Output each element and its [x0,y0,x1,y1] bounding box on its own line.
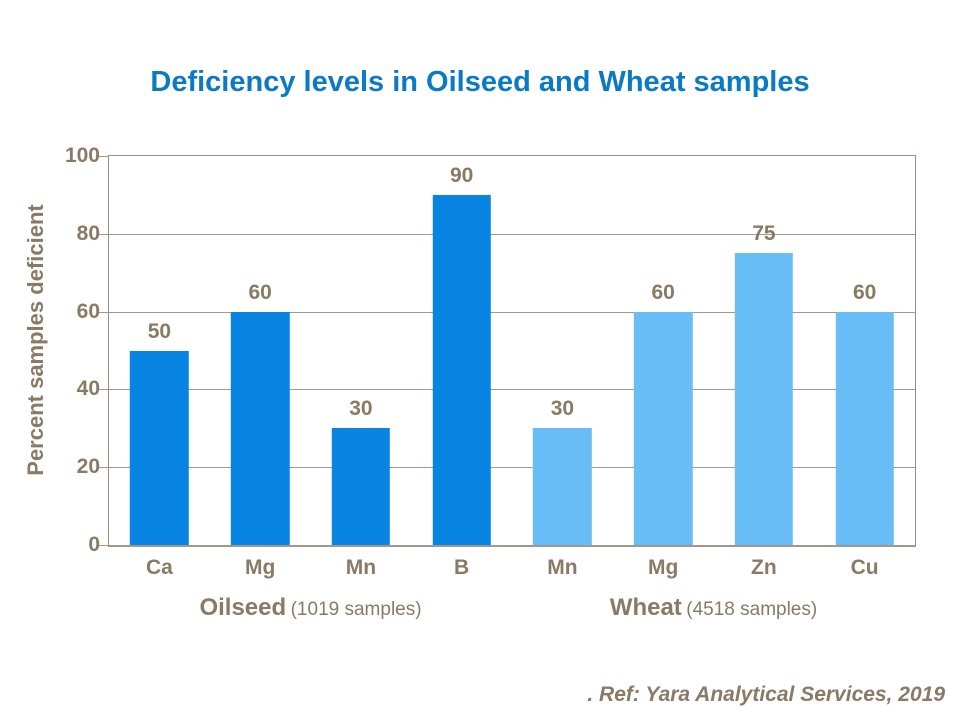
gridline-60 [109,311,915,313]
category-label-2-mg: Mg [244,556,276,579]
group-labels-row: Oilseed (1019 samples) Wheat (4518 sampl… [109,594,915,622]
y-axis-title: Percent samples deficient [23,204,48,476]
y-tick-label-80: 80 [76,221,100,245]
y-tick-mark-20 [98,467,109,469]
y-tick-label-0: 0 [88,533,100,556]
category-label-5-mn: Mn [547,556,578,579]
bar-3-mn [331,428,391,545]
bar-5-mn [533,428,592,545]
bar-7-zn [734,253,794,545]
bar-slot-7-zn: 75 [714,156,815,545]
bar-8-cu [835,311,894,545]
bar-6-mg [633,311,693,545]
plot-area: 0 20 40 60 80 100 50 60 30 90 30 60 75 60 Ca Mg Mn B Mn M… [65,145,916,621]
bar-value-label-7: 75 [752,222,776,246]
x-axis-category-labels: Ca Mg Mn B Mn Mg Zn Cu [109,556,915,580]
y-tick-mark-60 [98,311,109,313]
category-label-8-cu: Cu [850,556,879,579]
bar-slot-6-mg: 60 [613,156,714,545]
wheat-sample-count: (4518 samples) [686,599,818,620]
y-tick-mark-0 [98,545,109,546]
bar-1-ca [130,350,189,545]
category-label-4-b: B [454,556,470,579]
group-label-oilseed: Oilseed (1019 samples) [109,594,512,622]
y-tick-mark-40 [98,389,109,391]
bar-slot-2-mg: 60 [210,156,311,545]
y-tick-label-100: 100 [64,144,100,167]
y-tick-label-40: 40 [76,377,100,401]
bars: 50 60 30 90 30 60 75 60 [109,156,915,545]
y-tick-label-20: 20 [76,455,100,479]
category-label-6-mg: Mg [647,556,679,579]
oilseed-group-name: Oilseed [199,594,287,621]
bar-value-label-3: 30 [349,397,373,421]
gridline-80 [109,233,915,235]
category-label-7-zn: Zn [751,556,777,579]
reference-text: . Ref: Yara Analytical Services, 2019 [587,683,945,706]
bar-slot-4-b: 90 [411,156,512,545]
bar-value-label-6: 60 [651,280,675,304]
bar-value-label-2: 60 [248,280,272,304]
gridline-40 [109,389,915,391]
wheat-group-name: Wheat [609,594,682,621]
category-label-1-ca: Ca [145,556,173,579]
y-tick-label-60: 60 [76,299,100,323]
category-label-3-mn: Mn [345,556,377,579]
bar-value-label-5: 30 [550,397,575,421]
bar-slot-5-mn: 30 [512,156,613,545]
gridline-20 [109,467,915,469]
y-tick-mark-100 [98,156,109,157]
group-label-wheat: Wheat (4518 samples) [512,594,915,622]
bar-value-label-4: 90 [449,163,474,187]
chart-title: Deficiency levels in Oilseed and Wheat s… [150,66,810,98]
bar-slot-8-cu: 60 [814,156,915,545]
oilseed-sample-count: (1019 samples) [290,599,422,620]
bar-4-b [432,194,491,545]
bar-2-mg [230,311,290,545]
bar-slot-3-mn: 30 [311,156,412,545]
bar-value-label-1: 50 [147,319,172,343]
bar-value-label-8: 60 [852,280,877,304]
bar-slot-1-ca: 50 [109,156,210,545]
y-tick-mark-80 [98,233,109,235]
